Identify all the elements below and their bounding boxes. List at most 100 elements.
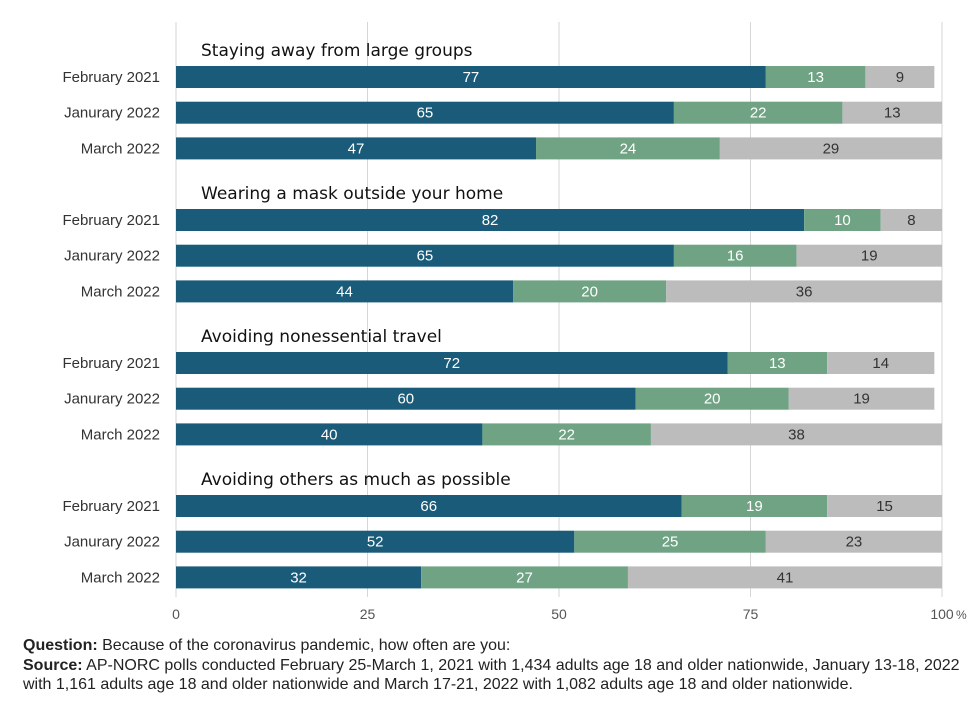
bar-segment-2	[673, 101, 843, 124]
data-label: 44	[336, 283, 353, 300]
data-label: 22	[750, 105, 767, 122]
bar-segment-1	[176, 566, 422, 589]
data-label: 32	[290, 569, 307, 586]
row-label: February 2021	[62, 212, 160, 229]
x-tick-label-75: 75	[743, 606, 759, 622]
bar-segment-2	[765, 66, 866, 88]
data-label: 19	[746, 498, 763, 515]
group-title: Avoiding others as much as possible	[201, 470, 511, 490]
bar-segment-2	[513, 280, 667, 303]
bar-segment-2	[804, 209, 881, 231]
data-label: 13	[769, 355, 786, 372]
bar-segment-1	[176, 209, 805, 231]
bar-segment-2	[574, 530, 766, 553]
bar-segment-2	[482, 423, 651, 446]
data-label: 82	[482, 212, 499, 229]
data-label: 20	[704, 391, 721, 408]
group-title: Staying away from large groups	[201, 41, 473, 61]
bar-segment-3	[827, 352, 935, 374]
source-note: Source: AP-NORC polls conducted February…	[23, 656, 968, 695]
data-label: 24	[620, 140, 637, 157]
bar-segment-3	[719, 137, 942, 160]
data-label: 25	[662, 534, 679, 551]
data-label: 47	[348, 140, 365, 157]
row-label: March 2022	[81, 283, 160, 300]
group-title: Avoiding nonessential travel	[201, 327, 442, 347]
bar-segment-2	[681, 495, 828, 517]
data-label: 10	[834, 212, 851, 229]
bar-segment-2	[673, 244, 797, 267]
data-label: 23	[846, 534, 863, 551]
row-label: February 2021	[62, 69, 160, 86]
bar-segment-3	[842, 101, 942, 124]
bar-segment-3	[627, 566, 942, 589]
row-label: Janurary 2022	[64, 391, 160, 408]
data-label: 15	[876, 498, 893, 515]
row-label: March 2022	[81, 140, 160, 157]
bar-segment-2	[421, 566, 628, 589]
stacked-bar-chart: 0 25 50 75 100 % Staying away from large group…	[62, 22, 967, 622]
data-label: 72	[443, 355, 460, 372]
bar-segment-1	[176, 495, 682, 517]
row-label: Janurary 2022	[64, 105, 160, 122]
data-label: 65	[417, 248, 434, 265]
data-label: 13	[884, 105, 901, 122]
data-label: 20	[581, 283, 598, 300]
data-label: 14	[872, 355, 889, 372]
source-text: AP-NORC polls conducted February 25-Marc…	[23, 656, 960, 694]
row-label: Janurary 2022	[64, 534, 160, 551]
bar-segment-3	[827, 495, 942, 517]
x-unit-label: %	[956, 608, 967, 622]
data-label: 38	[788, 426, 805, 443]
bar-segment-3	[650, 423, 942, 446]
data-label: 60	[397, 391, 414, 408]
bar-segment-2	[727, 352, 828, 374]
data-label: 65	[417, 105, 434, 122]
row-label: Janurary 2022	[64, 248, 160, 265]
data-label: 27	[516, 569, 533, 586]
row-label: February 2021	[62, 355, 160, 372]
row-label: March 2022	[81, 426, 160, 443]
x-tick-label-25: 25	[360, 606, 376, 622]
data-label: 19	[853, 391, 870, 408]
group-title: Wearing a mask outside your home	[201, 184, 503, 204]
data-label: 16	[727, 248, 744, 265]
data-label: 36	[796, 283, 813, 300]
question-note: Question: Because of the coronavirus pan…	[23, 636, 968, 656]
bar-segment-1	[176, 66, 766, 88]
source-label: Source:	[23, 656, 83, 674]
bar-segment-2	[536, 137, 720, 160]
bar-segment-2	[635, 387, 789, 410]
question-text: Because of the coronavirus pandemic, how…	[97, 637, 511, 654]
x-tick-label-0: 0	[172, 606, 180, 622]
data-label: 77	[463, 69, 480, 86]
bar-segment-3	[880, 209, 942, 231]
row-label: February 2021	[62, 498, 160, 515]
bar-segment-1	[176, 137, 537, 160]
data-label: 66	[420, 498, 437, 515]
data-label: 41	[777, 569, 794, 586]
bar-segment-1	[176, 244, 674, 267]
x-tick-label-50: 50	[551, 606, 567, 622]
question-label: Question:	[23, 637, 98, 654]
data-label: 13	[807, 69, 824, 86]
bar-segment-1	[176, 101, 674, 124]
data-label: 29	[823, 140, 840, 157]
bar-segment-1	[176, 423, 483, 446]
data-label: 22	[558, 426, 575, 443]
bar-segment-3	[788, 387, 935, 410]
row-label: March 2022	[81, 569, 160, 586]
bar-segment-1	[176, 352, 728, 374]
bar-segment-3	[666, 280, 942, 303]
chart-notes: Question: Because of the coronavirus pan…	[23, 636, 968, 695]
data-label: 40	[321, 426, 338, 443]
bar-segment-1	[176, 530, 575, 553]
data-label: 52	[367, 534, 384, 551]
bar-segment-1	[176, 387, 636, 410]
bar-segment-3	[865, 66, 935, 88]
bar-segment-1	[176, 280, 514, 303]
bar-segment-3	[796, 244, 942, 267]
bar-segment-3	[765, 530, 942, 553]
x-tick-label-100: 100	[930, 606, 954, 622]
data-label: 19	[861, 248, 878, 265]
